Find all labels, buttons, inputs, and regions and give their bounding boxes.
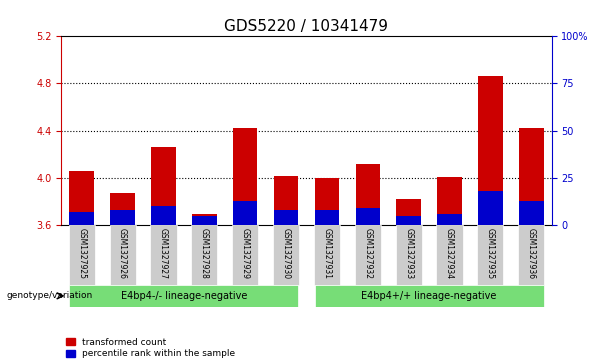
Bar: [192, 215, 216, 225]
Text: genotype/variation: genotype/variation: [6, 291, 93, 300]
Bar: [191, 225, 218, 285]
Bar: [436, 225, 463, 285]
Bar: [110, 225, 135, 285]
Bar: [314, 210, 339, 225]
Text: GSM1327934: GSM1327934: [445, 228, 454, 279]
Bar: [314, 178, 339, 225]
Text: GSM1327930: GSM1327930: [281, 228, 291, 279]
Bar: [273, 225, 299, 285]
Bar: [233, 200, 257, 225]
Text: GSM1327926: GSM1327926: [118, 228, 127, 279]
Text: GSM1327925: GSM1327925: [77, 228, 86, 279]
Bar: [478, 191, 503, 225]
Bar: [356, 208, 380, 225]
Bar: [274, 176, 299, 225]
Legend: transformed count, percentile rank within the sample: transformed count, percentile rank withi…: [66, 338, 235, 359]
Bar: [232, 225, 258, 285]
Bar: [69, 225, 95, 285]
Bar: [192, 216, 216, 225]
Text: E4bp4+/+ lineage-negative: E4bp4+/+ lineage-negative: [362, 291, 497, 301]
Bar: [233, 129, 257, 225]
Text: GSM1327933: GSM1327933: [404, 228, 413, 279]
Text: GSM1327927: GSM1327927: [159, 228, 168, 279]
Bar: [437, 214, 462, 225]
Bar: [69, 212, 94, 225]
Text: E4bp4-/- lineage-negative: E4bp4-/- lineage-negative: [121, 291, 247, 301]
Text: GSM1327935: GSM1327935: [486, 228, 495, 279]
Text: GSM1327928: GSM1327928: [200, 228, 209, 279]
Bar: [478, 225, 503, 285]
Bar: [395, 225, 422, 285]
Text: GSM1327931: GSM1327931: [322, 228, 332, 279]
Bar: [69, 285, 299, 307]
Bar: [519, 200, 544, 225]
Bar: [518, 225, 544, 285]
Bar: [151, 206, 176, 225]
Bar: [437, 177, 462, 225]
Bar: [274, 210, 299, 225]
Text: GSM1327932: GSM1327932: [364, 228, 372, 279]
Bar: [151, 147, 176, 225]
Bar: [110, 193, 135, 225]
Bar: [478, 76, 503, 225]
Bar: [314, 225, 340, 285]
Bar: [110, 210, 135, 225]
Bar: [397, 216, 421, 225]
Bar: [150, 225, 177, 285]
Text: GSM1327936: GSM1327936: [527, 228, 536, 279]
Bar: [356, 164, 380, 225]
Text: GSM1327929: GSM1327929: [241, 228, 249, 279]
Bar: [69, 171, 94, 225]
Title: GDS5220 / 10341479: GDS5220 / 10341479: [224, 19, 389, 34]
Bar: [519, 129, 544, 225]
Bar: [355, 225, 381, 285]
Bar: [397, 199, 421, 225]
Bar: [314, 285, 544, 307]
